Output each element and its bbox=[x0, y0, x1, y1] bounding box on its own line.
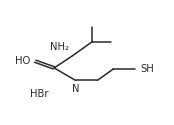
Text: NH₂: NH₂ bbox=[50, 42, 69, 52]
Text: SH: SH bbox=[140, 64, 154, 74]
Text: N: N bbox=[72, 84, 80, 94]
Text: HBr: HBr bbox=[30, 89, 48, 99]
Text: HO: HO bbox=[15, 56, 30, 66]
